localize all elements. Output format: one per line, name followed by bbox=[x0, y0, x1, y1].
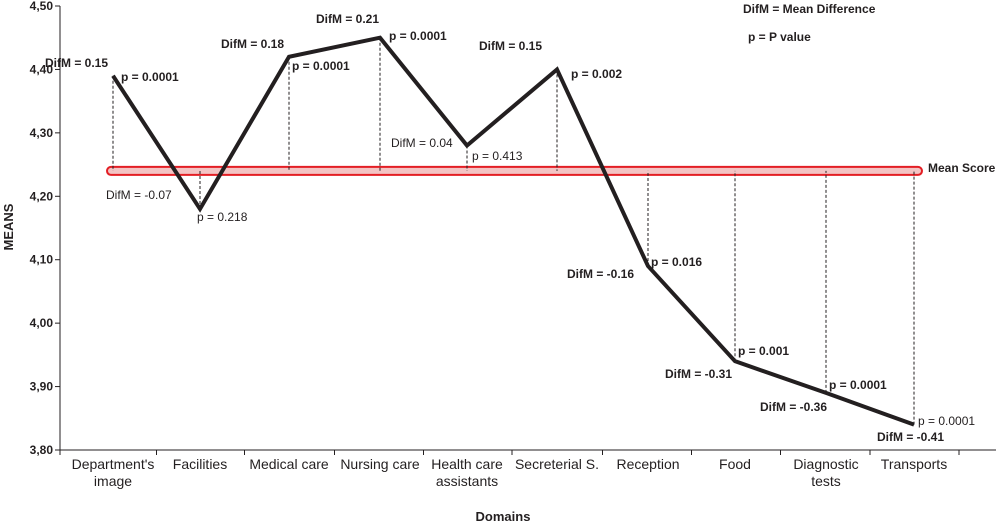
p-value-label: p = 0.0001 bbox=[918, 414, 975, 428]
difm-label: DifM = -0.31 bbox=[665, 367, 732, 381]
difm-label: DifM = 0.21 bbox=[316, 12, 379, 26]
p-value-label: p = 0.001 bbox=[738, 344, 789, 358]
p-value-label: p = 0.0001 bbox=[389, 29, 447, 43]
p-value-label: p = 0.0001 bbox=[829, 378, 887, 392]
legend-difm: DifM = Mean Difference bbox=[743, 2, 876, 16]
x-tick-label: Health care bbox=[431, 456, 503, 472]
y-tick-label: 4,50 bbox=[30, 0, 54, 13]
y-tick-label: 4,30 bbox=[30, 126, 54, 140]
p-value-label: p = 0.413 bbox=[472, 149, 523, 163]
difm-label: DifM = -0.36 bbox=[760, 400, 827, 414]
legend-p: p = P value bbox=[748, 30, 811, 44]
y-tick-label: 4,40 bbox=[30, 62, 54, 76]
x-tick-label: Nursing care bbox=[340, 456, 420, 472]
x-tick-label: Food bbox=[719, 456, 751, 472]
y-axis-title: MEANS bbox=[1, 203, 16, 250]
series-layer bbox=[111, 35, 915, 427]
x-tick-label: Facilities bbox=[173, 456, 227, 472]
x-tick-label: Medical care bbox=[249, 456, 329, 472]
x-tick-label: Department's bbox=[72, 456, 155, 472]
p-value-label: p = 0.016 bbox=[651, 255, 702, 269]
p-value-label: p = 0.002 bbox=[571, 67, 622, 81]
difm-label: DifM = 0.15 bbox=[479, 39, 542, 53]
axes: 3,80 3,90 4,00 4,10 4,20 4,30 4,40 4,50 Departme… bbox=[30, 0, 996, 489]
difm-label: DifM = 0.15 bbox=[45, 56, 108, 70]
difm-label: DifM = -0.16 bbox=[567, 267, 634, 281]
mean-score-label: Mean Score bbox=[928, 161, 996, 175]
x-tick-label: Transports bbox=[881, 456, 947, 472]
y-tick-label: 4,00 bbox=[30, 316, 54, 330]
x-tick-label: tests bbox=[811, 473, 841, 489]
x-axis-title: Domains bbox=[476, 509, 531, 524]
y-tick-label: 4,10 bbox=[30, 253, 54, 267]
difm-label: DifM = 0.18 bbox=[221, 37, 284, 51]
reference-layer bbox=[106, 37, 923, 425]
mean-score-line bbox=[106, 165, 923, 176]
x-tick-label: image bbox=[94, 473, 132, 489]
x-tick-label: Reception bbox=[616, 456, 679, 472]
p-value-label: p = 0.218 bbox=[197, 210, 248, 224]
difm-label: DifM = 0.04 bbox=[391, 136, 453, 150]
p-value-label: p = 0.0001 bbox=[121, 70, 179, 84]
y-tick-label: 3,90 bbox=[30, 380, 54, 394]
y-tick-label: 4,20 bbox=[30, 189, 54, 203]
annotation-layer: DifM = 0.15 p = 0.0001 DifM = -0.07 p = 0.2… bbox=[45, 12, 975, 444]
y-tick-label: 3,80 bbox=[30, 443, 54, 457]
series-line bbox=[111, 35, 915, 427]
x-tick-label: assistants bbox=[436, 473, 498, 489]
x-tick-label: Secreterial S. bbox=[515, 456, 599, 472]
x-tick-label: Diagnostic bbox=[793, 456, 858, 472]
p-value-label: p = 0.0001 bbox=[292, 59, 350, 73]
difm-label: DifM = -0.07 bbox=[106, 188, 172, 202]
difm-label: DifM = -0.41 bbox=[877, 430, 944, 444]
